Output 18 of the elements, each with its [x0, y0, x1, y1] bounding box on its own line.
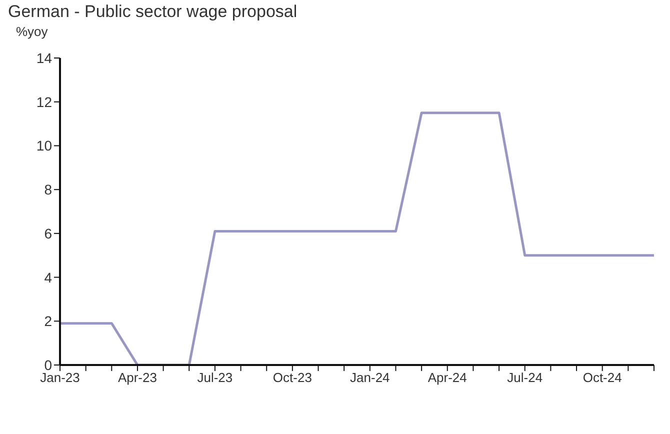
x-tick-label: Jan-23 — [40, 370, 80, 386]
y-tick-label: 14 — [36, 50, 52, 66]
y-tick-label: 4 — [44, 269, 52, 286]
chart-title: German - Public sector wage proposal — [8, 2, 298, 22]
y-axis-title: %yoy — [16, 24, 48, 39]
x-tick-label: Oct-23 — [272, 370, 312, 386]
x-tick-label: Jul-23 — [197, 370, 233, 386]
y-tick-label: 8 — [44, 182, 52, 198]
y-tick-label: 6 — [44, 225, 52, 242]
x-tick-label: Oct-24 — [582, 370, 622, 386]
x-tick-label: Jan-24 — [350, 370, 390, 386]
y-tick-label: 12 — [36, 94, 52, 110]
x-tick-label: Jul-24 — [507, 370, 543, 386]
y-tick-label: 2 — [44, 313, 52, 330]
x-tick-label: Apr-23 — [118, 370, 157, 386]
y-tick-label: 0 — [44, 356, 52, 373]
x-tick-label: Apr-24 — [428, 370, 467, 386]
y-tick-label: 10 — [36, 138, 52, 154]
